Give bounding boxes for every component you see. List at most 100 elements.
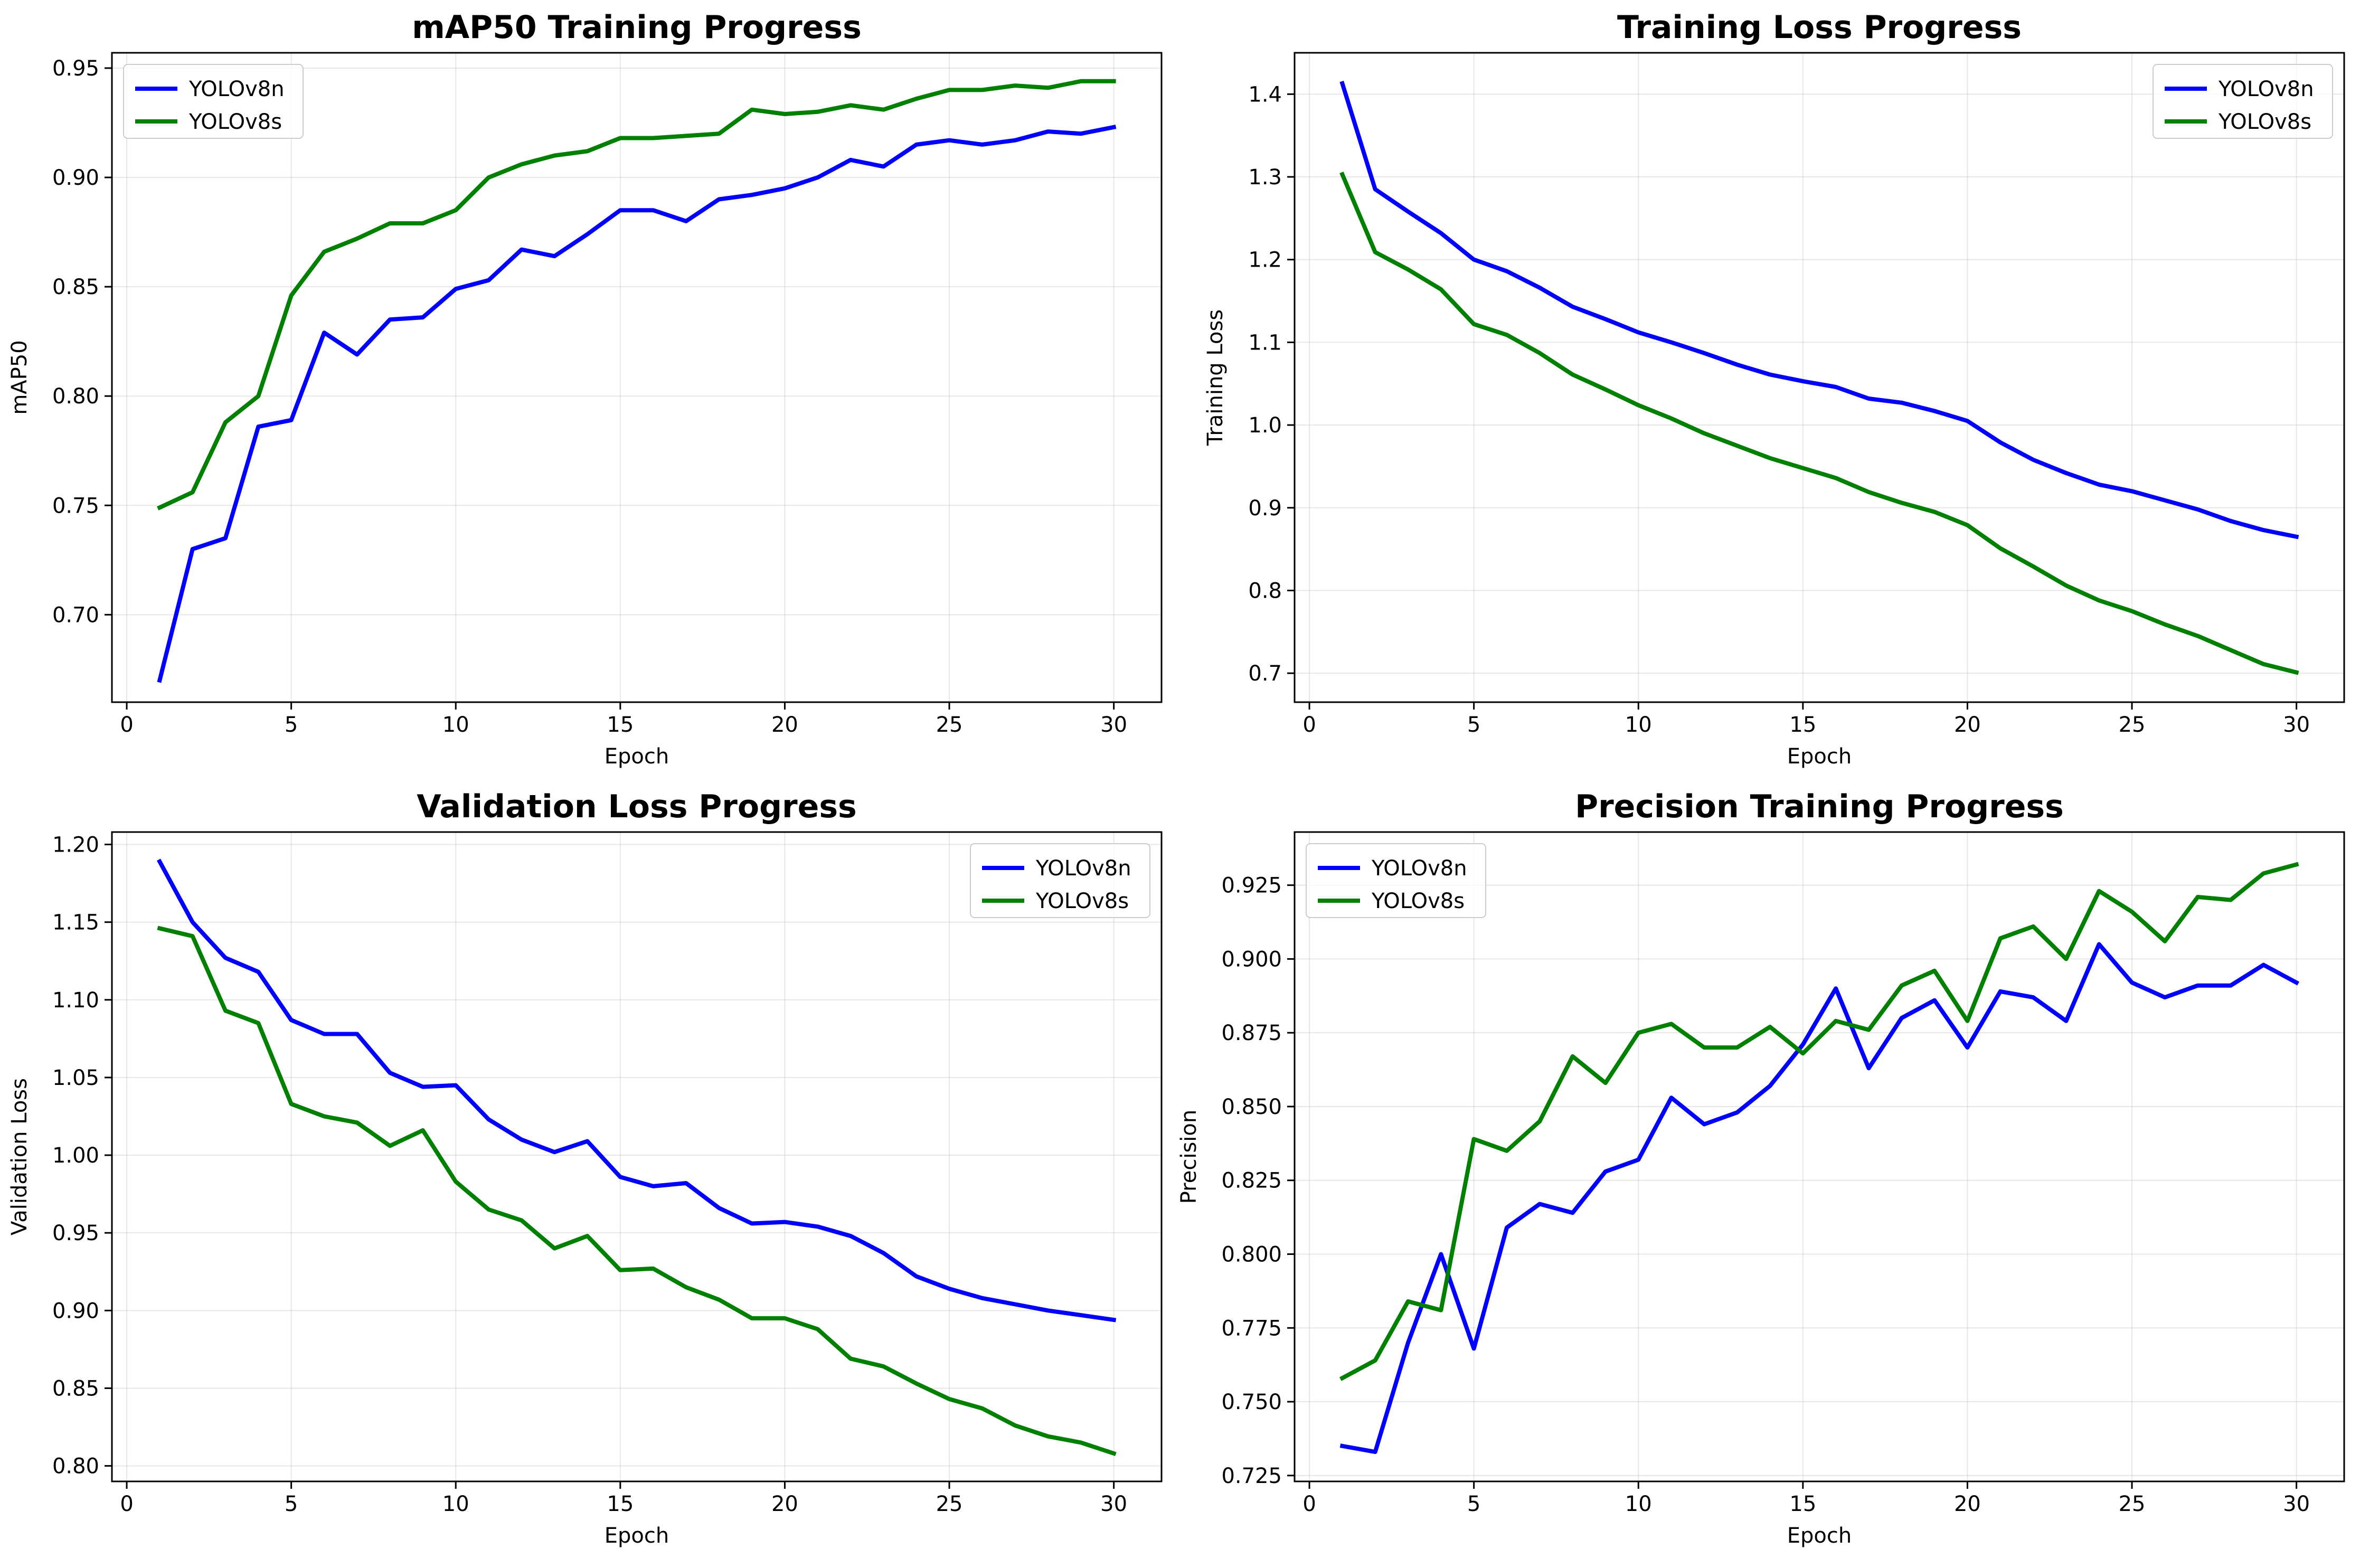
chart-1-y-tick-label: 0.95 [52, 56, 99, 81]
chart-3-x-tick-label: 0 [120, 1492, 133, 1516]
chart-3-x-tick-label: 15 [607, 1492, 634, 1516]
chart-3-y-tick-label: 0.95 [52, 1221, 99, 1245]
chart-1-series-yolov8n [157, 125, 1117, 683]
chart-2-y-tick-label: 0.7 [1248, 662, 1282, 686]
chart-4-x-tick-label: 15 [1789, 1492, 1816, 1516]
chart-4-y-tick-label: 0.825 [1221, 1169, 1282, 1193]
chart-4-y-tick-label: 0.875 [1221, 1021, 1282, 1045]
chart-4-x-tick-label: 25 [2119, 1492, 2146, 1516]
chart-1-x-tick-label: 0 [120, 713, 133, 737]
chart-2-x-tick-label: 30 [2283, 713, 2310, 737]
chart-2-y-tick-label: 1.3 [1248, 165, 1282, 190]
chart-2-x-tick-label: 25 [2119, 713, 2146, 737]
chart-1-y-tick-label: 0.90 [52, 166, 99, 190]
chart-4-y-axis-label: Precision [1177, 1110, 1201, 1204]
chart-4-title: Precision Training Progress [1575, 788, 2064, 825]
chart-3: 0 5 10 15 20 25 30 0.80 0.85 0.90 0.95 1.00 1.05 1.10… [7, 788, 1163, 1548]
chart-3-y-tick-label: 1.10 [52, 988, 99, 1013]
chart-4-x-tick-label: 10 [1625, 1492, 1652, 1516]
chart-3-x-tick-label: 20 [771, 1492, 798, 1516]
chart-2-y-tick-label: 1.1 [1248, 330, 1282, 355]
chart-1-legend: YOLOv8n YOLOv8s [123, 64, 304, 139]
chart-1-series-yolov8s [157, 79, 1116, 511]
chart-2-y-axis-label: Training Loss [1203, 309, 1228, 446]
chart-3-y-tick-label: 0.85 [52, 1376, 99, 1401]
chart-3-legend: YOLOv8n YOLOv8s [970, 843, 1150, 918]
chart-1-y-tick-label: 0.75 [52, 494, 99, 518]
chart-4-y-tick-label: 0.850 [1221, 1095, 1282, 1119]
chart-2-axes-frame [1294, 52, 2345, 703]
chart-1-legend-label-yolov8s: YOLOv8s [188, 110, 282, 134]
chart-2-y-tick-label: 1.4 [1248, 82, 1282, 107]
chart-3-x-tick-label: 10 [442, 1492, 469, 1516]
chart-3-y-tick-label: 1.05 [52, 1066, 99, 1090]
chart-3-series-yolov8n [156, 858, 1117, 1323]
chart-2-series-yolov8n [1339, 80, 2299, 540]
chart-4-series-yolov8s [1339, 862, 2299, 1381]
chart-3-legend-label-yolov8s: YOLOv8s [1035, 889, 1129, 913]
chart-2-legend-label-yolov8s: YOLOv8s [2218, 110, 2311, 134]
chart-2-x-axis-label: Epoch [1787, 744, 1852, 769]
chart-2-x-tick-label: 0 [1302, 713, 1316, 737]
chart-3-x-tick-label: 30 [1100, 1492, 1127, 1516]
chart-3-x-tick-label: 25 [936, 1492, 963, 1516]
chart-3-series-yolov8s [157, 925, 1117, 1457]
chart-1-x-tick-label: 10 [442, 713, 469, 737]
chart-1-grid [112, 53, 1162, 702]
chart-4-x-tick-label: 30 [2283, 1492, 2310, 1516]
chart-3-y-tick-label: 0.80 [52, 1454, 99, 1479]
chart-1-y-tick-label: 0.80 [52, 384, 99, 409]
chart-4-grid [1295, 832, 2344, 1481]
chart-2-y-tick-label: 0.8 [1248, 579, 1282, 603]
chart-2-title: Training Loss Progress [1617, 9, 2022, 46]
chart-3-y-tick-label: 0.90 [52, 1299, 99, 1323]
chart-2-x-tick-label: 5 [1467, 713, 1480, 737]
chart-1-x-axis-label: Epoch [605, 744, 669, 769]
chart-3-title: Validation Loss Progress [417, 788, 857, 825]
chart-1-legend-label-yolov8n: YOLOv8n [188, 77, 285, 101]
chart-3-y-tick-label: 1.00 [52, 1144, 99, 1168]
chart-3-y-axis-label: Validation Loss [7, 1078, 32, 1235]
chart-4-y-tick-label: 0.750 [1221, 1390, 1282, 1414]
chart-3-y-tick-label: 1.20 [52, 833, 99, 857]
chart-2-legend: YOLOv8n YOLOv8s [2153, 64, 2333, 139]
chart-4-axes-frame [1294, 831, 2345, 1482]
chart-4-y-tick-label: 0.775 [1221, 1316, 1282, 1340]
chart-4-x-tick-label: 20 [1954, 1492, 1981, 1516]
chart-1-title: mAP50 Training Progress [412, 9, 862, 46]
chart-4-x-tick-label: 5 [1467, 1492, 1480, 1516]
chart-4-legend-label-yolov8s: YOLOv8s [1371, 889, 1465, 913]
chart-1-x-tick-label: 15 [607, 713, 634, 737]
chart-4-x-axis-label: Epoch [1787, 1524, 1852, 1548]
chart-2-y-tick-label: 1.0 [1248, 413, 1282, 438]
chart-2: 0 5 10 15 20 25 30 0.7 0.8 0.9 1.0 1.1 1.2 1.3 1.4 Trai… [1203, 9, 2345, 769]
chart-1-x-tick-label: 5 [285, 713, 298, 737]
chart-4-series-yolov8n [1339, 942, 2300, 1454]
chart-4-legend-label-yolov8n: YOLOv8n [1371, 856, 1467, 881]
chart-1: 0 5 10 15 20 25 30 0.70 0.75 0.80 0.85 0.90 0.95 mAP5… [7, 9, 1163, 769]
chart-1-axes-frame [111, 52, 1163, 703]
chart-4-y-tick-label: 0.725 [1221, 1464, 1282, 1488]
chart-3-legend-label-yolov8n: YOLOv8n [1035, 856, 1131, 881]
chart-1-y-tick-label: 0.85 [52, 275, 99, 299]
chart-4-legend: YOLOv8n YOLOv8s [1306, 843, 1486, 918]
chart-4: 0 5 10 15 20 25 30 0.725 0.750 0.775 0.800 0.825 0.8… [1177, 788, 2345, 1548]
chart-1-x-tick-label: 25 [936, 713, 963, 737]
chart-3-axes-frame [111, 831, 1163, 1482]
chart-1-y-tick-label: 0.70 [52, 603, 99, 627]
chart-4-x-tick-label: 0 [1302, 1492, 1316, 1516]
chart-2-series-yolov8s [1339, 172, 2299, 675]
chart-4-y-tick-label: 0.900 [1221, 947, 1282, 971]
chart-2-y-tick-label: 0.9 [1248, 496, 1282, 521]
chart-1-y-axis-label: mAP50 [7, 340, 32, 414]
chart-2-legend-label-yolov8n: YOLOv8n [2218, 77, 2314, 101]
chart-4-y-tick-label: 0.800 [1221, 1243, 1282, 1267]
chart-4-y-tick-label: 0.925 [1221, 874, 1282, 898]
chart-2-x-tick-label: 20 [1954, 713, 1981, 737]
chart-2-y-tick-label: 1.2 [1248, 248, 1282, 272]
chart-1-x-tick-label: 30 [1100, 713, 1127, 737]
chart-3-x-axis-label: Epoch [605, 1524, 669, 1548]
chart-2-x-tick-label: 10 [1625, 713, 1652, 737]
